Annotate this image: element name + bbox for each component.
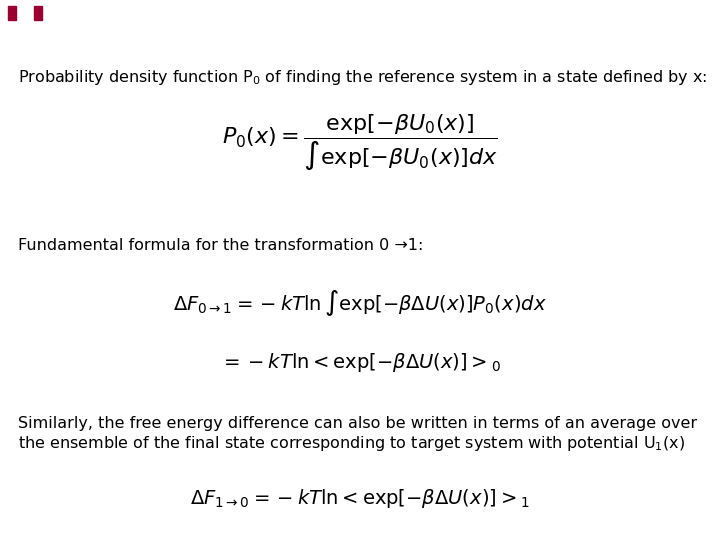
Text: $= -kT\ln < \mathrm{exp}[-\beta\Delta U(x)]>_0$: $= -kT\ln < \mathrm{exp}[-\beta\Delta U(… [220, 352, 500, 375]
Text: $P_0(x) = \dfrac{\mathrm{exp}[-\beta U_0(x)]}{\int \mathrm{exp}[-\beta U_0(x)]dx: $P_0(x) = \dfrac{\mathrm{exp}[-\beta U_0… [222, 113, 498, 173]
Bar [34, 6, 42, 20]
Text: TEMPLE: TEMPLE [50, 5, 144, 23]
Text: $\Delta F_{1\to0} = -kT\ln < \mathrm{exp}[-\beta\Delta U(x)]>_1$: $\Delta F_{1\to0} = -kT\ln < \mathrm{exp… [190, 487, 530, 510]
Text: Similarly, the free energy difference can also be written in terms of an average: Similarly, the free energy difference ca… [18, 416, 697, 431]
Text: UNIVERSITY®: UNIVERSITY® [50, 25, 126, 35]
Text: the ensemble of the final state corresponding to target system with potential U$: the ensemble of the final state correspo… [18, 434, 685, 453]
Text: $\Delta F_{0\to1} = -kT\ln\int \mathrm{exp}[-\beta\Delta U(x)]P_0(x)dx$: $\Delta F_{0\to1} = -kT\ln\int \mathrm{e… [173, 288, 547, 318]
Text: Fundamental formula for the transformation 0 →1:: Fundamental formula for the transformati… [18, 238, 423, 253]
Bar [16, 39, 34, 42]
Bar [8, 6, 42, 20]
Bar [8, 6, 16, 20]
Bar [18, 6, 32, 42]
Text: Probability density function P$_0$ of finding the reference system in a state de: Probability density function P$_0$ of fi… [18, 68, 707, 87]
